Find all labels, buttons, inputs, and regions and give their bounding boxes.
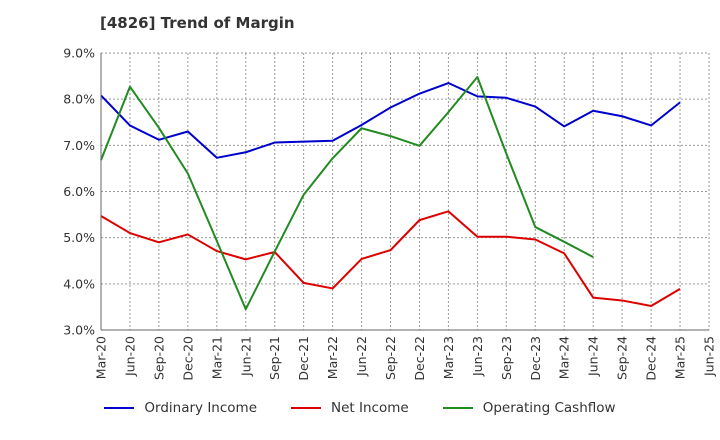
series-lines [100, 76, 681, 311]
grid [100, 52, 710, 331]
legend-swatch [442, 407, 473, 409]
x-tick-label: Sep-23 [499, 336, 514, 380]
y-tick-label: 6.0% [63, 184, 95, 199]
x-tick-label: Mar-23 [441, 336, 456, 379]
axes [100, 53, 709, 331]
legend-item: Net Income [291, 400, 409, 416]
y-tick-labels: 3.0% 4.0% 5.0% 6.0% 7.0% 8.0% 9.0% [63, 46, 95, 338]
x-tick-label: Jun-20 [122, 336, 137, 377]
x-tick-label: Mar-22 [325, 336, 340, 379]
legend-item: Operating Cashflow [442, 400, 616, 416]
x-tick-label: Dec-24 [644, 336, 659, 381]
x-tick-label: Dec-22 [412, 336, 427, 381]
y-tick-label: 7.0% [63, 138, 95, 153]
x-tick-label: Sep-21 [267, 336, 282, 380]
x-tick-label: Dec-21 [296, 336, 311, 381]
x-tick-label: Jun-22 [354, 336, 369, 377]
series-line-operating-cashflow [100, 76, 594, 311]
x-tick-label: Jun-23 [470, 336, 485, 377]
x-tick-label: Jun-25 [702, 336, 717, 377]
y-tick-label: 4.0% [63, 276, 95, 291]
x-tick-label: Mar-21 [209, 336, 224, 379]
x-tick-label: Jun-21 [238, 336, 253, 377]
chart-title: [4826] Trend of Margin [100, 14, 295, 32]
y-tick-label: 5.0% [63, 230, 95, 245]
x-tick-label: Mar-25 [673, 336, 688, 379]
legend: Ordinary Income Net Income Operating Cashf… [0, 400, 720, 416]
x-tick-label: Sep-22 [383, 336, 398, 380]
legend-item: Ordinary Income [104, 400, 257, 416]
x-tick-labels: Mar-20 Jun-20 Sep-20 Dec-20 Mar-21 Jun-21 Sep-… [94, 336, 717, 381]
x-tick-label: Sep-20 [151, 336, 166, 380]
legend-label: Operating Cashflow [482, 400, 616, 416]
legend-swatch [291, 407, 322, 409]
x-tick-label: Jun-24 [586, 336, 601, 377]
y-tick-label: 9.0% [63, 46, 95, 61]
x-tick-label: Dec-20 [180, 336, 195, 381]
legend-label: Ordinary Income [144, 400, 258, 416]
x-tick-label: Mar-24 [557, 336, 572, 379]
legend-swatch [104, 407, 135, 409]
x-tick-label: Dec-23 [528, 336, 543, 381]
legend-label: Net Income [331, 400, 409, 416]
series-line-net-income [100, 210, 681, 307]
x-tick-label: Mar-20 [94, 336, 109, 379]
x-tick-label: Sep-24 [615, 336, 630, 380]
y-tick-label: 8.0% [63, 92, 95, 107]
y-tick-label: 3.0% [63, 323, 95, 338]
series-line-ordinary-income [100, 82, 681, 159]
